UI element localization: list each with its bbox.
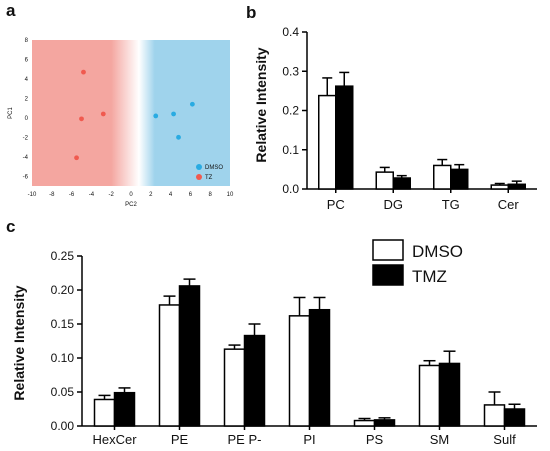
y-tick-label: 0.0 [282,182,299,196]
pca-x-tick-label: 2 [149,192,153,198]
x-category-label: PE [171,432,189,447]
legend-tmz-swatch [372,264,404,286]
bar-tmz [450,168,469,190]
bar-tmz [438,362,461,427]
y-tick-label: 0.3 [282,64,299,78]
bar-dmso [418,364,441,427]
legend-dmso-text: DMSO [412,242,463,261]
bar-dmso [433,164,452,190]
pca-x-tick-label: 4 [169,192,173,198]
legend-dmso-marker [196,164,202,170]
x-category-label: PI [303,432,315,447]
x-category-label: Cer [498,197,520,212]
pca-y-tick-label: -4 [23,155,29,161]
bar-dmso [318,94,337,190]
x-category-label: Sulf [493,432,516,447]
pca-y-axis-label: PC1 [8,107,14,119]
data-point-tz [74,155,79,161]
data-point-dmso [176,134,181,140]
x-category-label: TG [442,197,460,212]
bar-tmz [178,285,201,427]
bar-dmso [288,315,311,427]
x-category-label: PE P- [228,432,262,447]
legend-tz-marker [196,174,202,180]
bar-dmso [490,184,509,190]
pca-x-axis-label: PC2 [125,202,137,208]
bar-b-y-axis-label: Relative Intensity [253,47,269,162]
bar-tmz [392,177,411,190]
y-tick-label: 0.00 [51,419,75,433]
bar-tmz [373,419,396,427]
bar-tmz [335,85,354,190]
data-point-tz [79,116,84,122]
bar-tmz [507,183,526,190]
pca-x-tick-label: -2 [109,192,115,198]
pca-x-tick-label: -10 [28,192,37,198]
pca-x-tick-label: 8 [209,192,213,198]
legend-tz-label: TZ [205,175,213,181]
pca-y-tick-label: 0 [25,116,29,122]
pca-y-tick-label: -6 [23,174,29,180]
bar-chart-b: Relative Intensity 0.0 0.1 0.2 0.3 0.4 PC DG TG… [253,25,537,212]
x-category-label: HexCer [92,432,137,447]
pca-y-tick-label: 2 [25,96,29,102]
pca-x-tick-label: 10 [227,192,234,198]
pca-x-tick-label: -6 [69,192,75,198]
x-category-label: SM [430,432,450,447]
data-point-dmso [189,101,195,107]
bar-tmz [503,408,526,427]
bar-tmz [243,334,266,427]
y-tick-label: 0.15 [51,317,75,331]
pca-y-tick-label: 8 [25,38,29,44]
panel-label-b: b [246,3,256,22]
y-tick-label: 0.25 [51,249,75,263]
bar-dmso [158,304,181,427]
bar-dmso [353,419,376,427]
pca-x-tick-label: -8 [49,192,55,198]
pca-legend: DMSO TZ [196,164,223,181]
panel-label-a: a [6,1,16,20]
x-category-label: DG [384,197,404,212]
pca-scatter-plot: PC2 PC1 DMSO TZ -10 -8 -6 -4 -2 0 2 4 6 8 10 8 6 4 2 0 -… [8,38,234,208]
bar-c-legend: DMSO TMZ [372,239,463,286]
pca-y-tick-label: 4 [25,77,29,83]
bar-dmso [93,398,116,427]
bar-dmso [483,404,506,427]
y-tick-label: 0.2 [282,104,299,118]
panel-label-c: c [6,217,15,236]
pca-x-tick-label: 6 [189,192,193,198]
y-tick-label: 0.05 [51,385,75,399]
y-tick-label: 0.1 [282,143,299,157]
legend-dmso-label: DMSO [205,165,223,171]
legend-tmz-text: TMZ [412,267,447,286]
x-category-label: PC [327,197,345,212]
data-point-dmso [171,111,176,117]
bar-dmso [375,171,394,190]
bar-tmz [308,308,331,427]
bar-chart-c: Relative Intensity DMSO TMZ 0.00 0.05 0.10… [11,239,537,447]
data-point-tz [100,111,106,117]
pca-y-tick-label: 6 [25,57,29,63]
bar-dmso [223,348,246,427]
bar-c-y-axis-label: Relative Intensity [11,285,27,400]
bar-tmz [113,391,136,427]
data-point-tz [81,69,86,75]
y-tick-label: 0.10 [51,351,75,365]
pca-y-tick-label: -2 [23,135,29,141]
x-category-label: PS [366,432,384,447]
y-tick-label: 0.20 [51,283,75,297]
y-tick-label: 0.4 [282,25,299,39]
data-point-dmso [153,113,159,119]
pca-background [32,40,230,186]
pca-x-tick-label: -4 [89,192,95,198]
pca-x-tick-label: 0 [129,192,133,198]
legend-dmso-swatch [372,239,404,261]
